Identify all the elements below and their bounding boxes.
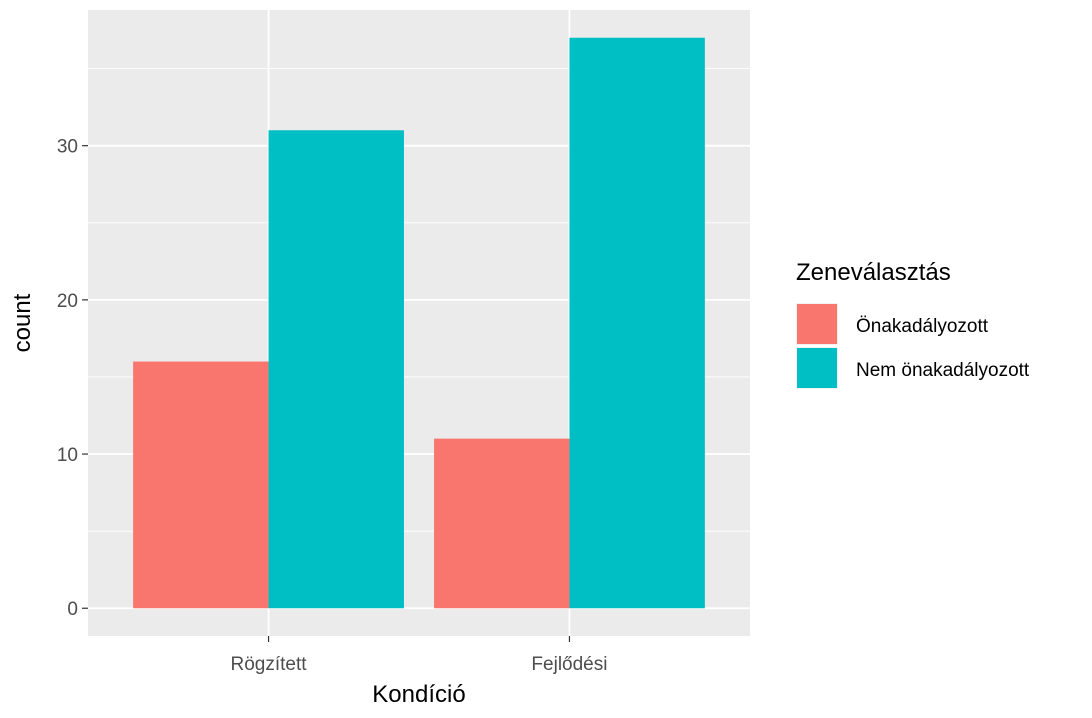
bar — [434, 438, 570, 609]
bar — [133, 361, 269, 609]
legend-label: Önakadályozott — [856, 316, 989, 337]
bar — [569, 37, 705, 609]
y-tick-label: 0 — [67, 599, 78, 620]
y-tick-label: 10 — [57, 445, 78, 466]
legend: Zeneválasztás Önakadályozott Nem önakadál… — [796, 259, 1030, 389]
axes: 0 10 20 30 Rögzített Fejlődési — [57, 137, 608, 675]
x-axis-title: Kondíció — [372, 681, 465, 708]
bar — [268, 130, 404, 609]
y-tick-label: 20 — [57, 291, 78, 312]
x-tick-label: Fejlődési — [531, 654, 607, 675]
legend-title: Zeneválasztás — [796, 259, 951, 286]
x-tick-label: Rögzített — [231, 654, 308, 675]
bars — [133, 37, 705, 609]
legend-swatch — [797, 348, 837, 388]
y-axis-title: count — [9, 293, 36, 352]
legend-swatch — [797, 304, 837, 344]
y-tick-label: 30 — [57, 137, 78, 158]
legend-label: Nem önakadályozott — [856, 360, 1030, 381]
legend-items: Önakadályozott Nem önakadályozott — [796, 303, 1030, 389]
